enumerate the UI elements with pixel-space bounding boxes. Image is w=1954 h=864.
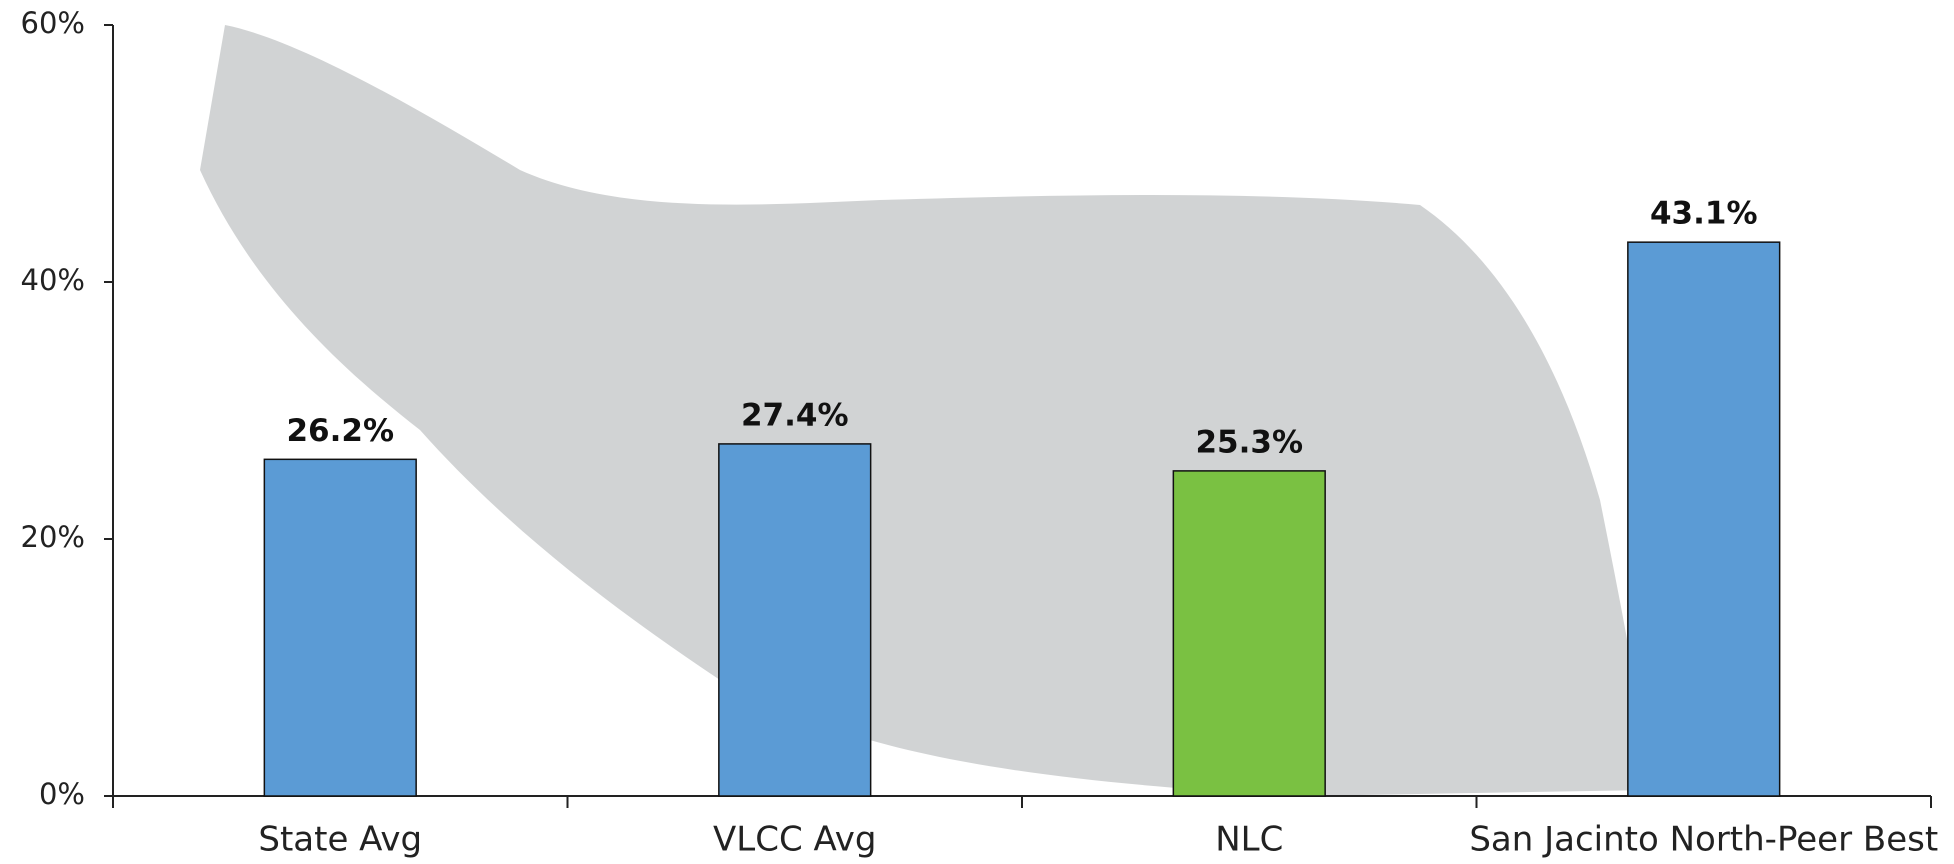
x-tick-label: State Avg — [258, 820, 422, 860]
x-tick-label: San Jacinto North-Peer Best — [1469, 820, 1938, 860]
y-tick-label: 40% — [21, 263, 85, 297]
bar — [264, 459, 416, 796]
y-tick-label: 60% — [21, 6, 85, 40]
y-tick-label: 20% — [21, 520, 85, 554]
background-brush — [200, 25, 1650, 796]
chart: 0% 20% 40% 60% State Avg 26.2% VLCC Avg 27.4% NL… — [0, 0, 1954, 864]
value-label: 43.1% — [1650, 196, 1758, 232]
y-tick-label: 0% — [39, 777, 85, 811]
bar — [1628, 242, 1780, 796]
x-tick-label: NLC — [1215, 820, 1283, 860]
bar — [1173, 471, 1325, 796]
value-label: 26.2% — [286, 413, 394, 449]
value-label: 27.4% — [741, 397, 849, 433]
x-tick-label: VLCC Avg — [713, 820, 876, 860]
value-label: 25.3% — [1195, 424, 1303, 460]
bar — [719, 444, 871, 796]
